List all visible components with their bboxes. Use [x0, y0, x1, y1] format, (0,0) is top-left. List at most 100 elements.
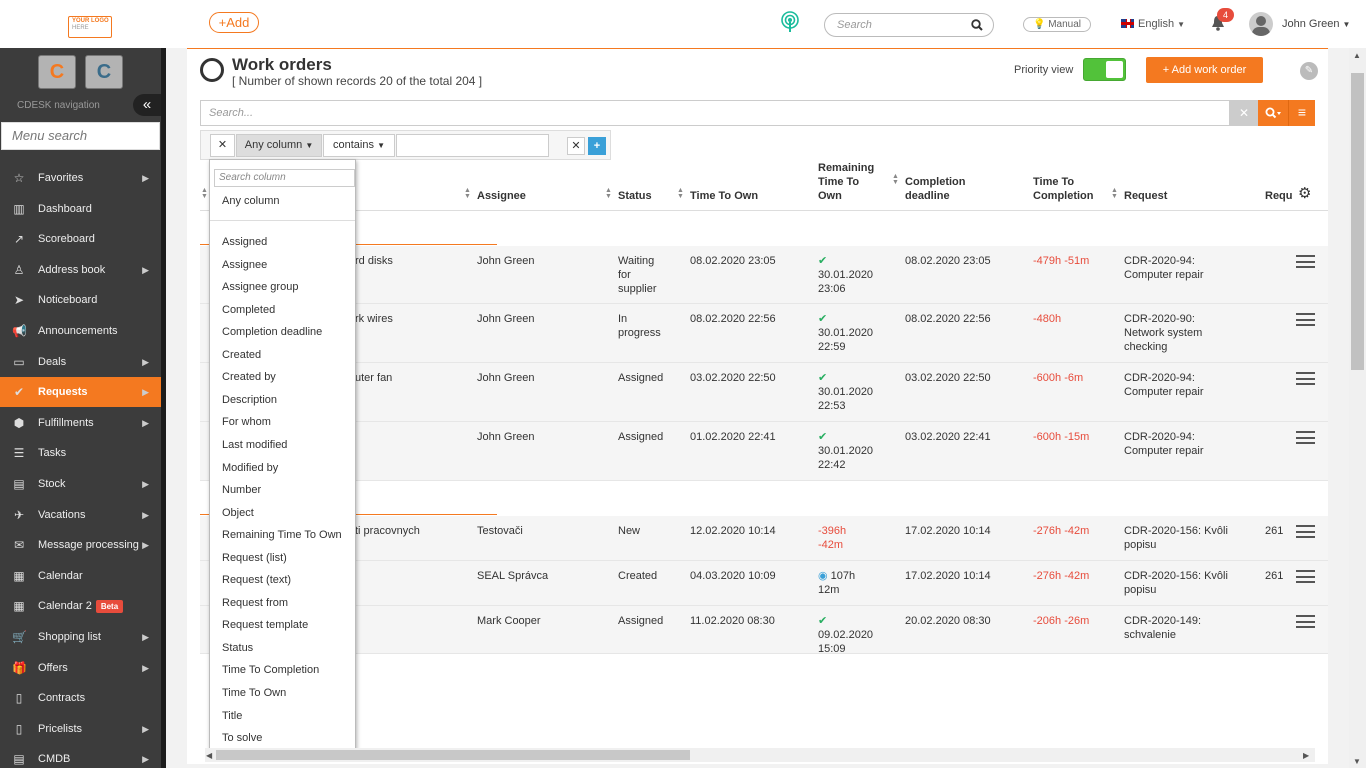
sidebar-item-requests[interactable]: ✔ Requests ▶: [0, 377, 161, 408]
dropdown-item[interactable]: Assignee: [222, 258, 268, 271]
sidebar-item-tasks[interactable]: ☰ Tasks: [0, 438, 161, 468]
clear-search-button[interactable]: ✕: [1230, 100, 1258, 126]
sidebar-item-noticeboard[interactable]: ➤ Noticeboard: [0, 285, 161, 315]
dropdown-item[interactable]: Remaining Time To Own: [222, 529, 342, 542]
dropdown-item[interactable]: Title: [222, 709, 243, 722]
manual-button[interactable]: 💡 Manual: [1023, 17, 1091, 32]
sidebar-item-favorites[interactable]: ☆ Favorites ▶: [0, 163, 161, 193]
sidebar-item-announcements[interactable]: 📢 Announcements: [0, 316, 161, 346]
dropdown-item[interactable]: Completion deadline: [222, 326, 323, 339]
dropdown-item[interactable]: Created: [222, 348, 262, 361]
priority-view-toggle[interactable]: [1083, 58, 1126, 81]
sidebar-item-calendar-2[interactable]: ▦ Calendar 2 Beta: [0, 591, 161, 621]
sort-icon[interactable]: ▲ ▼: [464, 187, 471, 200]
sidebar-item-calendar[interactable]: ▦ Calendar: [0, 561, 161, 591]
global-search-input[interactable]: Search: [824, 13, 994, 37]
sidebar-item-stock[interactable]: ▤ Stock ▶: [0, 469, 161, 499]
scroll-right-icon[interactable]: ▶: [1303, 751, 1310, 760]
sidebar-item-shopping-list[interactable]: 🛒 Shopping list ▶: [0, 622, 161, 652]
row-menu-icon[interactable]: [1296, 570, 1315, 583]
filter-column-select[interactable]: Any column ▼: [236, 134, 322, 157]
scroll-down-icon[interactable]: ▼: [1353, 757, 1361, 766]
app-switch-orange[interactable]: C: [38, 55, 76, 89]
sort-icon[interactable]: ▲ ▼: [892, 173, 899, 186]
column-header-remaining-time-to-own[interactable]: Remaining Time To Own: [818, 162, 875, 202]
records-search-input[interactable]: Search...: [200, 100, 1230, 126]
menu-search-input[interactable]: Menu search: [1, 122, 160, 150]
row-menu-icon[interactable]: [1296, 525, 1315, 538]
dropdown-item[interactable]: Request from: [222, 596, 289, 609]
scroll-up-icon[interactable]: ▲: [1353, 51, 1361, 60]
add-filter-button[interactable]: +: [588, 137, 606, 155]
dropdown-item[interactable]: Assigned: [222, 236, 268, 248]
dropdown-item[interactable]: Number: [222, 484, 262, 497]
table-row[interactable]: [200, 516, 1328, 561]
sidebar-item-offers[interactable]: 🎁 Offers ▶: [0, 653, 161, 683]
table-row[interactable]: [200, 246, 1328, 304]
scroll-left-icon[interactable]: ◀: [206, 751, 213, 760]
podcast-icon[interactable]: [780, 11, 800, 33]
dropdown-item[interactable]: Assignee group: [222, 281, 299, 294]
row-menu-icon[interactable]: [1296, 313, 1315, 326]
column-header-completion-deadline[interactable]: Completion deadline: [905, 176, 966, 202]
vertical-scrollbar-thumb[interactable]: [1351, 73, 1364, 370]
dropdown-item[interactable]: Request (text): [222, 574, 292, 587]
gear-icon[interactable]: ⚙: [1298, 185, 1312, 202]
sidebar-item-pricelists[interactable]: ▯ Pricelists ▶: [0, 714, 161, 744]
app-switch-blue[interactable]: C: [85, 55, 123, 89]
table-row[interactable]: [200, 304, 1328, 363]
sort-icon[interactable]: ▲ ▼: [605, 187, 612, 200]
dropdown-item[interactable]: Description: [222, 393, 278, 406]
add-work-order-button[interactable]: + Add work order: [1146, 57, 1263, 83]
sort-icon[interactable]: ▲ ▼: [677, 187, 684, 200]
filter-value-input[interactable]: [396, 134, 549, 157]
sidebar-item-dashboard[interactable]: ▥ Dashboard: [0, 194, 161, 224]
sidebar-item-cmdb[interactable]: ▤ CMDB ▶: [0, 744, 161, 774]
sidebar-item-message-processing[interactable]: ✉ Message processing ▶: [0, 530, 161, 560]
dropdown-item[interactable]: Request template: [222, 619, 309, 632]
dropdown-item[interactable]: Status: [222, 641, 254, 654]
dropdown-item[interactable]: Last modified: [222, 438, 288, 451]
column-header-request-extra[interactable]: Requ: [1265, 190, 1293, 202]
sort-icon[interactable]: ▲ ▼: [1111, 187, 1118, 200]
row-menu-icon[interactable]: [1296, 615, 1315, 628]
user-menu[interactable]: John Green ▼: [1282, 18, 1351, 30]
row-menu-icon[interactable]: [1296, 255, 1315, 268]
search-button[interactable]: [1258, 100, 1288, 126]
dropdown-item[interactable]: To solve: [222, 732, 263, 745]
logo[interactable]: YOUR LOGO HERE: [68, 16, 112, 38]
dropdown-item[interactable]: Completed: [222, 303, 276, 316]
search-icon[interactable]: [971, 19, 983, 31]
table-row[interactable]: [200, 606, 1328, 654]
sidebar-item-vacations[interactable]: ✈ Vacations ▶: [0, 500, 161, 530]
table-row[interactable]: [200, 561, 1328, 606]
dropdown-item[interactable]: Time To Own: [222, 687, 287, 699]
dropdown-item[interactable]: For whom: [222, 416, 271, 429]
sidebar-item-scoreboard[interactable]: ↗ Scoreboard: [0, 224, 161, 254]
add-button[interactable]: +Add: [209, 12, 259, 33]
sidebar-item-address-book[interactable]: ♙ Address book ▶: [0, 255, 161, 285]
filter-operator-select[interactable]: contains ▼: [323, 134, 395, 157]
column-header-time-to-own[interactable]: Time To Own: [690, 190, 759, 202]
remove-filter-button[interactable]: ✕: [210, 134, 235, 157]
dropdown-item[interactable]: Any column: [222, 195, 280, 207]
table-row[interactable]: [200, 363, 1328, 422]
language-selector[interactable]: English ▼: [1121, 18, 1185, 30]
sidebar-item-contracts[interactable]: ▯ Contracts: [0, 683, 161, 713]
sort-icon[interactable]: ▲ ▼: [201, 187, 208, 200]
edit-icon[interactable]: ✎: [1300, 62, 1318, 80]
column-header-request[interactable]: Request: [1124, 190, 1168, 202]
dropdown-item[interactable]: Object: [222, 506, 254, 519]
dropdown-item[interactable]: Time To Completion: [222, 664, 320, 677]
column-header-status[interactable]: Status: [618, 190, 652, 202]
sidebar-item-deals[interactable]: ▭ Deals ▶: [0, 347, 161, 377]
row-menu-icon[interactable]: [1296, 431, 1315, 444]
column-search-input[interactable]: Search column: [214, 169, 355, 187]
column-header-assignee[interactable]: Assignee: [477, 190, 526, 202]
column-header-time-to-completion[interactable]: Time To Completion: [1033, 176, 1094, 202]
clear-filters-button[interactable]: ✕: [567, 137, 585, 155]
sidebar-item-fulfillments[interactable]: ⬢ Fulfillments ▶: [0, 408, 161, 438]
dropdown-item[interactable]: Created by: [222, 371, 276, 384]
dropdown-item[interactable]: Request (list): [222, 551, 287, 564]
search-options-button[interactable]: ≡: [1288, 100, 1315, 126]
